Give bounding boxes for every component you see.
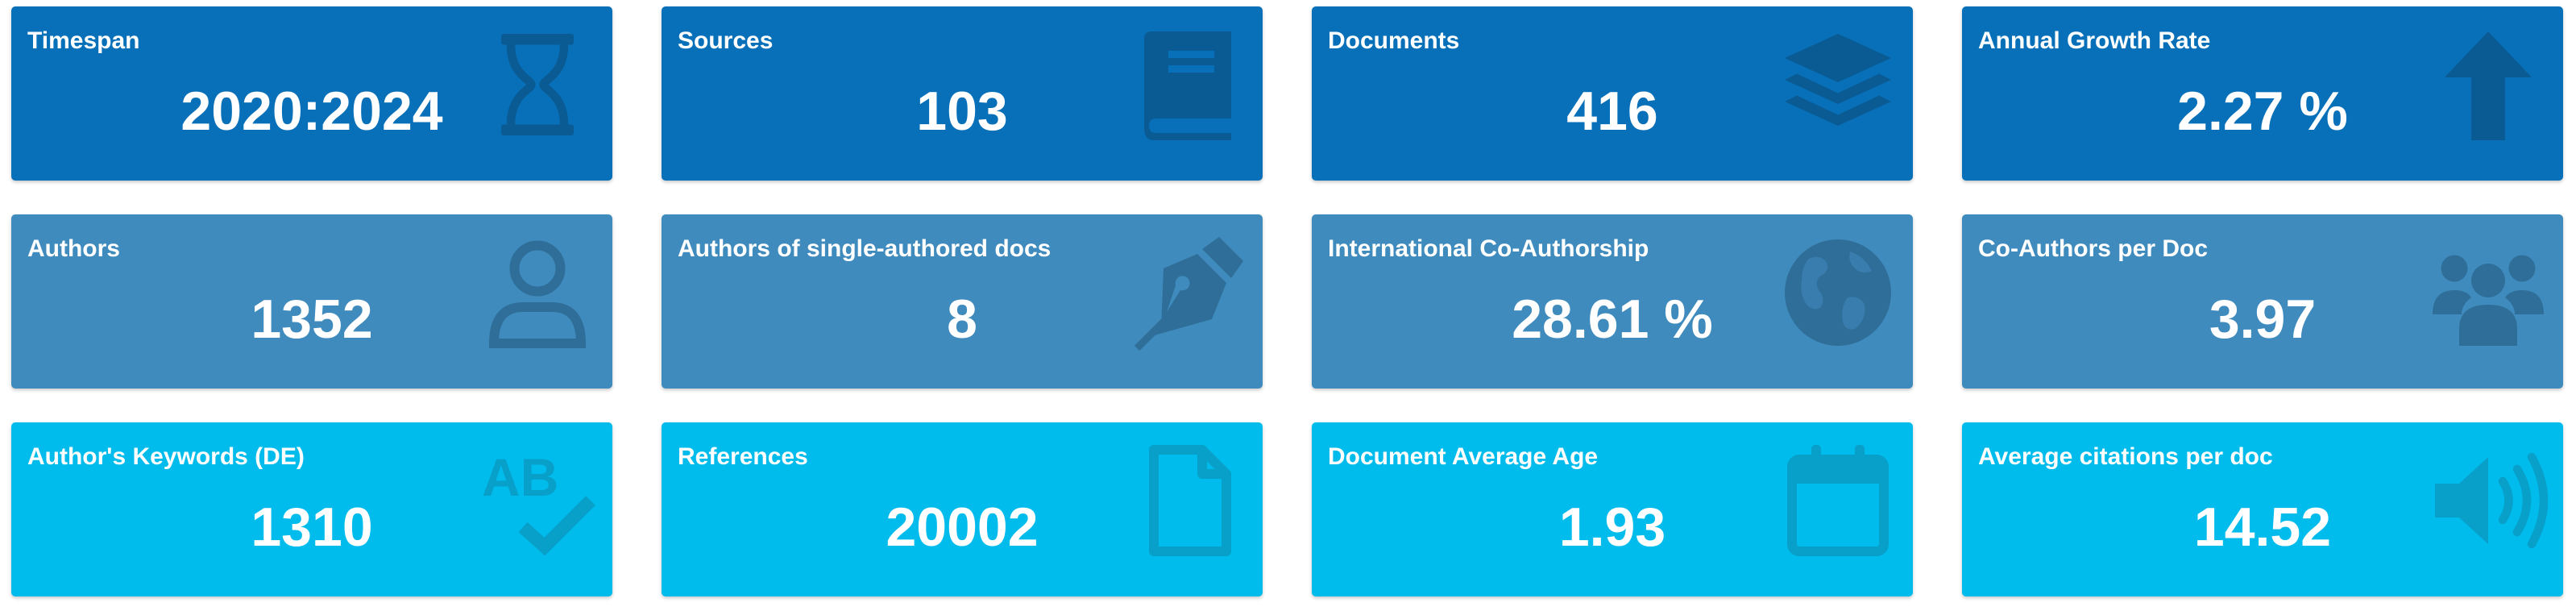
card-authors: Authors 1352	[11, 214, 612, 389]
file-icon	[1127, 440, 1248, 561]
arrow-up-icon	[2428, 24, 2549, 145]
card-international-coauthorship: International Co-Authorship 28.61 %	[1312, 214, 1913, 389]
card-coauthors-per-doc: Co-Authors per Doc 3.97	[1962, 214, 2563, 389]
card-value: 103	[916, 81, 1008, 142]
users-icon	[2428, 232, 2549, 353]
card-timespan: Timespan 2020:2024	[11, 6, 612, 181]
card-title: Authors	[27, 235, 120, 262]
card-average-citations: Average citations per doc 14.52	[1962, 422, 2563, 596]
spell-check-icon: AB	[477, 440, 598, 561]
card-authors-keywords: Author's Keywords (DE) 1310 AB	[11, 422, 612, 596]
hourglass-icon	[477, 24, 598, 145]
pen-nib-icon	[1127, 232, 1248, 353]
card-value: 1352	[251, 289, 373, 350]
card-title: Timespan	[27, 27, 140, 54]
card-value: 28.61 %	[1512, 289, 1713, 350]
card-title: Author's Keywords (DE)	[27, 443, 305, 470]
card-title: Documents	[1328, 27, 1460, 54]
card-title: Sources	[678, 27, 774, 54]
card-single-authored: Authors of single-authored docs 8	[662, 214, 1263, 389]
card-sources: Sources 103	[662, 6, 1263, 181]
card-title: Average citations per doc	[1978, 443, 2273, 470]
calendar-icon	[1777, 440, 1898, 561]
layers-icon	[1777, 24, 1898, 145]
card-value: 8	[947, 289, 977, 350]
card-value: 1310	[251, 497, 373, 558]
card-value: 14.52	[2193, 497, 2332, 558]
card-value: 416	[1566, 81, 1658, 142]
volume-icon	[2428, 440, 2549, 561]
card-value: 20002	[886, 497, 1039, 558]
card-title: International Co-Authorship	[1328, 235, 1649, 262]
book-icon	[1127, 24, 1248, 145]
card-documents: Documents 416	[1312, 6, 1913, 181]
card-document-average-age: Document Average Age 1.93	[1312, 422, 1913, 596]
card-title: Co-Authors per Doc	[1978, 235, 2208, 262]
card-title: Document Average Age	[1328, 443, 1599, 470]
card-references: References 20002	[662, 422, 1263, 596]
card-title: Authors of single-authored docs	[678, 235, 1052, 262]
card-value: 3.97	[2209, 289, 2317, 350]
card-title: References	[678, 443, 808, 470]
user-icon	[477, 232, 598, 353]
globe-icon	[1777, 232, 1898, 353]
card-annual-growth-rate: Annual Growth Rate 2.27 %	[1962, 6, 2563, 181]
card-value: 1.93	[1558, 497, 1666, 558]
svg-text:AB: AB	[482, 447, 558, 507]
card-value: 2020:2024	[180, 81, 443, 142]
card-value: 2.27 %	[2177, 81, 2348, 142]
card-title: Annual Growth Rate	[1978, 27, 2211, 54]
